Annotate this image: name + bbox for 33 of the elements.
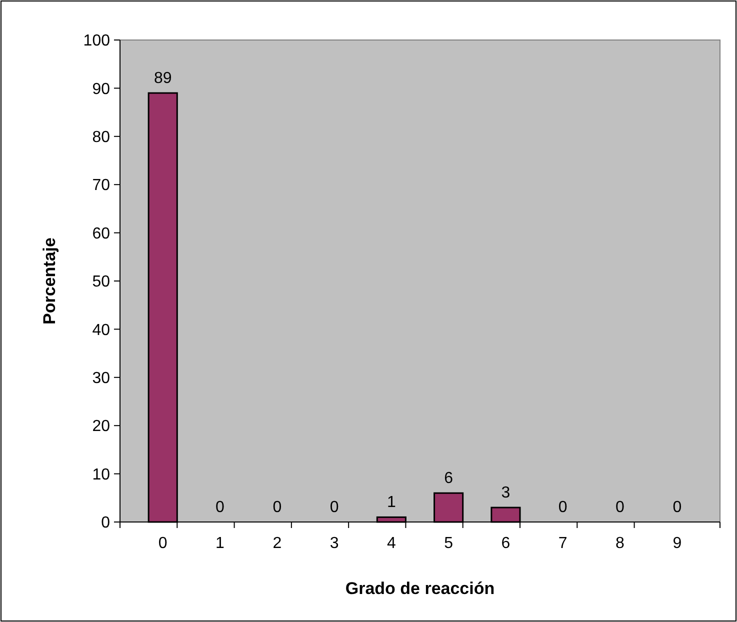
y-tick-label: 70 <box>92 177 110 194</box>
data-label: 89 <box>154 70 172 88</box>
x-axis-title: Grado de reacción <box>345 579 495 598</box>
x-tick-label: 6 <box>501 535 510 552</box>
y-tick-label: 80 <box>92 129 110 146</box>
x-tick-label: 4 <box>386 535 396 552</box>
y-tick-label: 100 <box>83 32 110 50</box>
x-tick-label: 5 <box>444 535 454 552</box>
y-tick-label: 40 <box>92 322 110 339</box>
x-tick-label: 0 <box>158 535 168 552</box>
y-tick-label: 0 <box>101 514 110 532</box>
data-label: 6 <box>444 470 454 488</box>
y-tick-label: 90 <box>92 80 110 98</box>
y-tick-label: 50 <box>92 274 110 291</box>
data-label: 0 <box>672 499 682 516</box>
x-tick-label: 2 <box>272 535 282 552</box>
data-label: 3 <box>501 484 510 502</box>
data-label: 0 <box>330 499 339 516</box>
x-tick-label: 9 <box>672 535 682 552</box>
data-label: 0 <box>216 499 225 516</box>
x-tick-label: 8 <box>616 535 625 552</box>
y-tick-label: 10 <box>92 466 110 484</box>
data-label: 0 <box>616 499 625 516</box>
x-tick-label: 1 <box>216 535 225 552</box>
x-tick-label: 3 <box>330 535 339 552</box>
y-tick-label: 30 <box>92 370 110 387</box>
y-tick-label: 20 <box>92 418 110 436</box>
y-tick-label: 60 <box>92 225 110 242</box>
data-label: 0 <box>272 499 282 516</box>
data-label: 0 <box>558 499 568 516</box>
y-axis-title: Porcentaje <box>40 238 59 324</box>
data-label: 1 <box>386 494 396 512</box>
x-tick-label: 7 <box>558 535 568 552</box>
